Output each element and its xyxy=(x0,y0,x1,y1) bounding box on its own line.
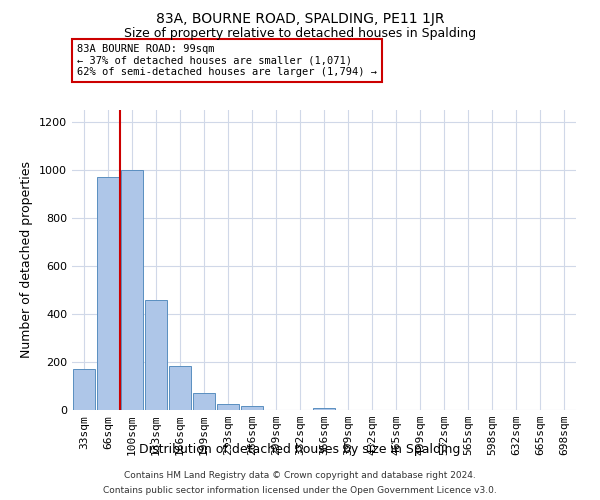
Text: Contains HM Land Registry data © Crown copyright and database right 2024.: Contains HM Land Registry data © Crown c… xyxy=(124,471,476,480)
Bar xyxy=(169,366,191,410)
Text: Size of property relative to detached houses in Spalding: Size of property relative to detached ho… xyxy=(124,28,476,40)
Bar xyxy=(217,404,239,410)
Bar xyxy=(145,300,167,410)
Y-axis label: Number of detached properties: Number of detached properties xyxy=(20,162,34,358)
Bar xyxy=(97,177,119,410)
Text: Contains public sector information licensed under the Open Government Licence v3: Contains public sector information licen… xyxy=(103,486,497,495)
Bar xyxy=(313,408,335,410)
Bar xyxy=(241,406,263,410)
Bar xyxy=(121,170,143,410)
Text: 83A BOURNE ROAD: 99sqm
← 37% of detached houses are smaller (1,071)
62% of semi-: 83A BOURNE ROAD: 99sqm ← 37% of detached… xyxy=(77,44,377,77)
Text: Distribution of detached houses by size in Spalding: Distribution of detached houses by size … xyxy=(139,442,461,456)
Text: 83A, BOURNE ROAD, SPALDING, PE11 1JR: 83A, BOURNE ROAD, SPALDING, PE11 1JR xyxy=(156,12,444,26)
Bar xyxy=(73,369,95,410)
Bar xyxy=(193,393,215,410)
